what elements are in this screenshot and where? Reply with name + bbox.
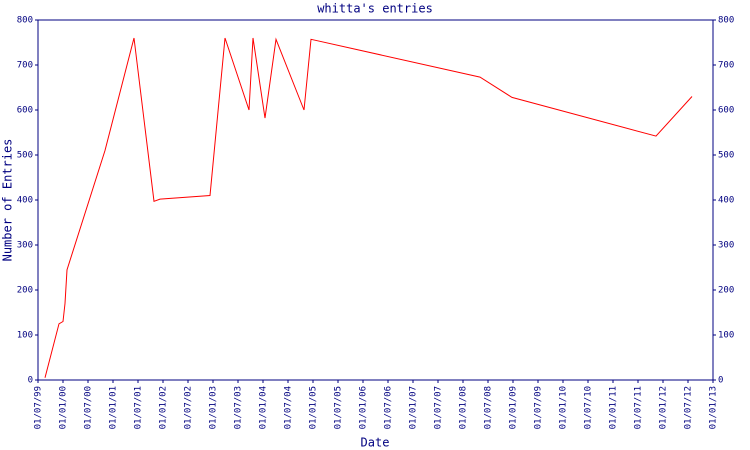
x-tick-label: 01/01/10	[559, 386, 569, 429]
x-tick-label: 01/01/05	[309, 386, 319, 429]
x-tick-label: 01/07/12	[684, 386, 694, 429]
x-tick-label: 01/07/05	[334, 386, 344, 429]
x-tick-label: 01/01/03	[209, 386, 219, 429]
x-tick-label: 01/07/01	[134, 386, 144, 429]
x-tick-label: 01/01/07	[409, 386, 419, 429]
x-tick-label: 01/07/02	[184, 386, 194, 429]
x-tick-label: 01/01/00	[59, 386, 69, 429]
y-tick-label-right: 600	[718, 106, 734, 116]
x-tick-label: 01/01/12	[659, 386, 669, 429]
x-tick-label: 01/07/10	[584, 386, 594, 429]
x-tick-label: 01/01/01	[109, 386, 119, 429]
x-axis-label: Date	[361, 436, 390, 450]
y-tick-label-right: 0	[718, 376, 723, 386]
y-axis-label: Number of Entries	[1, 139, 15, 262]
x-tick-label: 01/07/11	[634, 386, 644, 429]
x-tick-label: 01/07/99	[34, 386, 44, 429]
y-tick-label: 600	[17, 106, 33, 116]
x-tick-label: 01/01/11	[609, 386, 619, 429]
x-tick-label: 01/07/00	[84, 386, 94, 429]
y-tick-label: 100	[17, 331, 33, 341]
y-tick-label-right: 700	[718, 61, 734, 71]
y-tick-label-right: 100	[718, 331, 734, 341]
y-tick-label: 800	[17, 16, 33, 26]
y-tick-label-right: 800	[718, 16, 734, 26]
x-tick-label: 01/01/06	[359, 386, 369, 429]
x-tick-label: 01/01/13	[709, 386, 719, 429]
y-tick-label: 300	[17, 241, 33, 251]
chart-title: whitta's entries	[317, 2, 433, 16]
x-tick-label: 01/07/08	[484, 386, 494, 429]
y-tick-label: 0	[28, 376, 33, 386]
x-tick-label: 01/07/07	[434, 386, 444, 429]
y-tick-label: 700	[17, 61, 33, 71]
x-tick-label: 01/01/04	[259, 386, 269, 429]
y-tick-label-right: 200	[718, 286, 734, 296]
x-tick-label: 01/07/03	[234, 386, 244, 429]
plot-frame	[37, 19, 714, 381]
x-tick-label: 01/01/09	[509, 386, 519, 429]
y-tick-label-right: 500	[718, 151, 734, 161]
y-tick-label: 200	[17, 286, 33, 296]
y-tick-label: 400	[17, 196, 33, 206]
x-tick-label: 01/07/09	[534, 386, 544, 429]
data-line	[44, 37, 693, 378]
x-tick-label: 01/01/02	[159, 386, 169, 429]
x-tick-label: 01/07/04	[284, 386, 294, 429]
y-tick-label: 500	[17, 151, 33, 161]
x-tick-label: 01/07/06	[384, 386, 394, 429]
y-tick-label-right: 300	[718, 241, 734, 251]
x-tick-label: 01/01/08	[459, 386, 469, 429]
y-tick-label-right: 400	[718, 196, 734, 206]
